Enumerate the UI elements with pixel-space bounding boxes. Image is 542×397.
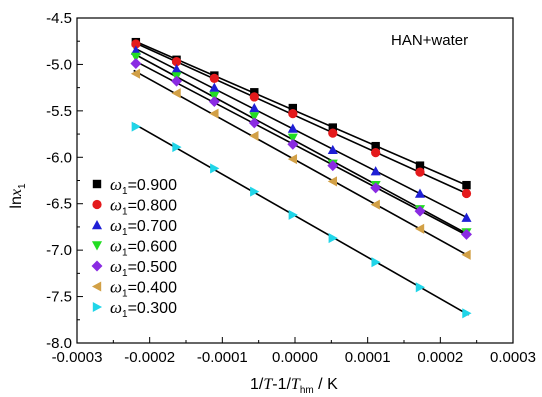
data-point-series-2 <box>461 212 472 222</box>
legend-marker-4 <box>91 260 103 272</box>
legend-marker-3 <box>91 241 103 251</box>
data-point-series-5 <box>130 68 141 79</box>
data-point-series-5 <box>209 108 219 119</box>
data-point-series-6 <box>462 308 472 319</box>
data-point-series-0 <box>462 180 471 190</box>
x-tick-label: 0.0003 <box>490 349 536 366</box>
fit-line-series-6 <box>133 122 470 316</box>
data-point-series-4 <box>171 75 183 87</box>
data-point-series-4 <box>248 117 260 129</box>
data-point-series-3 <box>287 133 298 143</box>
x-tick-label: 0.0001 <box>345 349 391 366</box>
data-point-series-1 <box>131 39 141 49</box>
y-tick-label: -7.0 <box>46 242 72 259</box>
y-tick-label: -5.0 <box>46 56 72 73</box>
data-point-series-6 <box>210 163 220 174</box>
y-tick-label: -6.0 <box>46 149 72 166</box>
data-point-series-5 <box>249 130 259 141</box>
fit-line-series-3 <box>133 52 470 236</box>
fit-line-series-0 <box>133 39 469 187</box>
data-point-series-5 <box>327 176 337 187</box>
data-point-series-0 <box>250 88 259 97</box>
data-point-series-5 <box>414 223 425 234</box>
legend-marker-5 <box>91 281 102 292</box>
data-point-series-4 <box>287 138 299 150</box>
data-point-series-2 <box>327 144 338 155</box>
data-point-series-4 <box>370 182 382 194</box>
legend-label-4: ω1=0.500 <box>110 257 177 279</box>
legend-label-2: ω1=0.700 <box>110 216 177 238</box>
x-axis-label: 1/T-1/Thm / K <box>250 376 338 396</box>
data-point-series-1 <box>328 128 338 138</box>
fit-line-series-1 <box>133 41 470 196</box>
legend-label-0: ω1=0.900 <box>110 175 177 197</box>
y-tick-label: -7.5 <box>46 289 72 306</box>
data-point-series-6 <box>131 121 141 132</box>
data-point-series-2 <box>209 82 220 92</box>
legend-label-5: ω1=0.400 <box>110 278 177 300</box>
data-point-series-2 <box>287 123 298 133</box>
x-tick-label: -0.0003 <box>52 349 103 366</box>
data-point-series-2 <box>414 188 426 198</box>
data-point-series-5 <box>461 249 471 260</box>
legend-label-1: ω1=0.800 <box>110 196 177 218</box>
legend-label-6: ω1=0.300 <box>110 298 177 320</box>
data-point-series-2 <box>171 64 182 74</box>
legend-marker-1 <box>92 199 102 210</box>
data-point-series-1 <box>171 57 182 67</box>
data-point-series-6 <box>328 233 338 244</box>
x-tick-label: 0.0002 <box>417 349 463 366</box>
legend-marker-6 <box>92 301 103 313</box>
data-point-series-2 <box>130 45 141 55</box>
data-point-series-6 <box>250 186 260 197</box>
y-axis-label: lnx1 <box>8 183 28 209</box>
legend-marker-0 <box>92 179 102 189</box>
chart-annotation: HAN+water <box>391 32 468 49</box>
fit-line-series-2 <box>133 46 470 220</box>
data-point-series-1 <box>209 73 219 83</box>
y-tick-label: -8.0 <box>46 335 72 352</box>
data-point-series-6 <box>415 282 426 293</box>
data-point-series-2 <box>249 103 260 113</box>
data-point-series-1 <box>461 188 472 199</box>
x-tick-label: 0.0000 <box>272 349 318 366</box>
data-point-series-6 <box>172 142 182 153</box>
data-point-series-5 <box>171 88 181 99</box>
y-tick-label: -5.5 <box>46 103 72 120</box>
y-tick-label: -4.5 <box>46 10 72 27</box>
x-tick-label: -0.0002 <box>124 349 175 366</box>
data-point-series-4 <box>327 160 339 172</box>
y-tick-label: -6.5 <box>46 196 72 213</box>
data-point-series-0 <box>371 141 380 151</box>
data-point-series-6 <box>371 257 381 268</box>
x-tick-label: -0.0001 <box>197 349 248 366</box>
data-point-series-4 <box>461 228 472 240</box>
data-point-series-5 <box>370 199 380 210</box>
data-point-series-5 <box>287 154 298 165</box>
legend-label-3: ω1=0.600 <box>110 237 177 259</box>
data-point-series-0 <box>328 123 337 132</box>
data-point-series-4 <box>414 205 426 217</box>
data-point-series-1 <box>415 167 425 177</box>
data-point-series-3 <box>249 112 260 122</box>
data-point-series-2 <box>370 166 381 176</box>
fit-line-series-4 <box>133 59 470 237</box>
fit-line-series-5 <box>133 69 470 257</box>
data-point-series-1 <box>249 92 259 102</box>
data-point-series-4 <box>130 58 142 69</box>
data-point-series-6 <box>288 209 298 220</box>
data-point-series-0 <box>415 161 425 170</box>
data-point-series-0 <box>288 103 298 113</box>
legend-marker-2 <box>91 219 103 230</box>
data-point-series-3 <box>130 52 141 63</box>
data-point-series-1 <box>371 148 381 158</box>
data-point-series-1 <box>288 109 298 119</box>
data-point-series-4 <box>208 96 220 108</box>
